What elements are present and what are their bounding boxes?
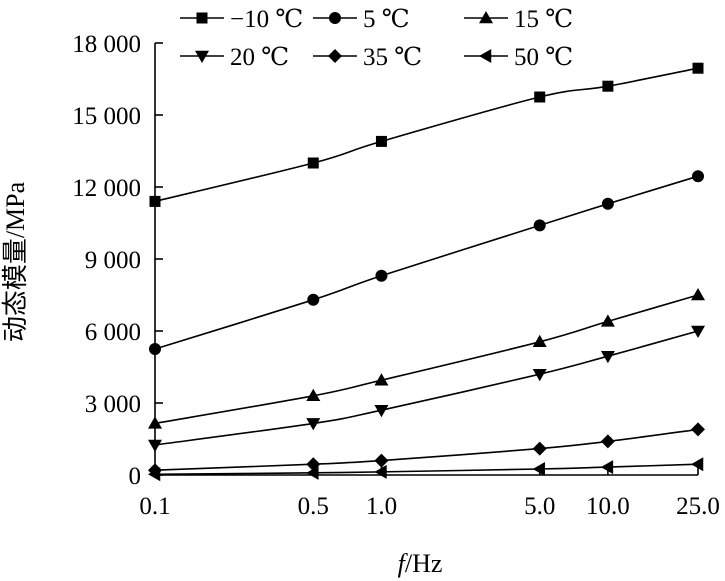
legend-marker — [195, 50, 209, 63]
data-point — [306, 388, 321, 402]
data-point — [374, 373, 389, 386]
legend-item: −10 ℃ — [180, 6, 303, 33]
y-tick-label: 18 000 — [72, 31, 141, 58]
x-tick-label: 25.0 — [676, 493, 720, 520]
data-point — [306, 465, 319, 480]
data-point — [532, 334, 547, 348]
legend-marker — [479, 49, 492, 63]
y-tick-label: 9 000 — [85, 247, 141, 274]
series-6 — [148, 457, 704, 482]
legend-item: 50 ℃ — [464, 44, 573, 71]
legend-label: 50 ℃ — [514, 44, 573, 71]
series-1 — [149, 62, 704, 207]
series-line — [154, 330, 699, 446]
series-4 — [148, 325, 705, 452]
series-3 — [148, 288, 705, 429]
legend-label: −10 ℃ — [230, 6, 303, 33]
series-line — [154, 175, 699, 350]
legend-item: 35 ℃ — [313, 44, 422, 71]
data-point — [600, 350, 615, 364]
data-point — [532, 441, 547, 456]
data-point — [691, 325, 705, 338]
series-layer — [148, 62, 705, 482]
data-point — [374, 464, 387, 479]
data-point — [148, 416, 162, 429]
x-tick-label: 10.0 — [586, 493, 630, 520]
legend-marker — [329, 12, 341, 24]
axes: 0 3 000 6 000 9 000 12 000 15 000 18 000 0.1 0.5… — [72, 31, 720, 520]
legend-item: 15 ℃ — [464, 6, 573, 33]
legend: −10 ℃ 5 ℃ 15 ℃ 20 ℃ 35 ℃ 50 ℃ — [180, 6, 573, 71]
data-point — [374, 453, 389, 468]
data-point — [307, 293, 320, 306]
data-point — [691, 457, 704, 472]
legend-marker — [196, 12, 208, 24]
x-tick-label: 5.0 — [524, 493, 555, 520]
data-point — [692, 62, 704, 74]
series-2 — [149, 170, 704, 355]
y-tick-label: 15 000 — [72, 103, 141, 130]
legend-label: 20 ℃ — [230, 44, 289, 71]
data-point — [149, 195, 161, 207]
data-point — [149, 343, 161, 355]
y-axis-title: 动态模量/MPa — [1, 181, 30, 342]
data-point — [148, 439, 162, 452]
legend-label: 15 ℃ — [514, 6, 573, 33]
data-point — [691, 422, 705, 437]
data-point — [375, 135, 387, 147]
data-point — [307, 157, 319, 169]
x-axis-title: f/Hz — [398, 549, 443, 578]
data-point — [600, 460, 614, 475]
legend-marker — [328, 49, 342, 63]
legend-label: 5 ℃ — [363, 6, 410, 33]
y-tick-label: 6 000 — [85, 319, 141, 346]
data-point — [602, 80, 614, 92]
data-point — [534, 91, 546, 103]
data-point — [374, 404, 389, 418]
data-point — [533, 219, 546, 232]
legend-marker — [479, 11, 493, 24]
series-line — [154, 294, 699, 425]
series-line — [154, 67, 699, 203]
legend-item: 5 ℃ — [313, 6, 410, 33]
data-point — [306, 418, 321, 431]
series-line — [154, 463, 699, 476]
legend-label: 35 ℃ — [363, 44, 422, 71]
y-tick-label: 12 000 — [72, 175, 141, 202]
data-point — [600, 314, 615, 327]
y-tick-label: 3 000 — [85, 391, 141, 418]
y-tick-label: 0 — [129, 463, 142, 490]
series-line — [154, 428, 699, 471]
data-point — [692, 170, 704, 183]
legend-item: 20 ℃ — [180, 44, 289, 71]
data-point — [148, 467, 161, 482]
data-point — [532, 462, 545, 476]
x-tick-label: 0.5 — [298, 493, 329, 520]
data-point — [375, 269, 388, 282]
x-tick-label: 0.1 — [139, 493, 170, 520]
data-point — [691, 288, 705, 301]
data-point — [532, 368, 547, 382]
data-point — [601, 197, 614, 210]
series-5 — [148, 422, 705, 478]
data-point — [600, 434, 615, 449]
x-tick-label: 1.0 — [366, 493, 397, 520]
